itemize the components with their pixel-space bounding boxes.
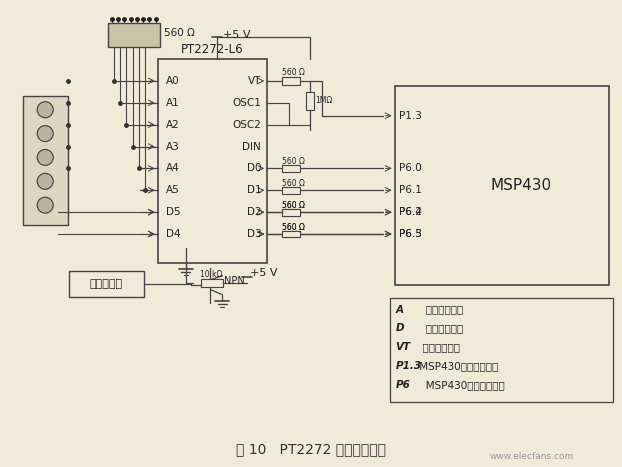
Text: 地址控制管脚: 地址控制管脚 [415, 304, 463, 315]
Text: www.elecfans.com: www.elecfans.com [489, 452, 573, 461]
Bar [282, 231, 300, 238]
Bar [202, 279, 223, 287]
Text: OSC2: OSC2 [233, 120, 261, 130]
Bar [282, 209, 300, 216]
Text: +5 V: +5 V [223, 30, 251, 40]
Text: VT: VT [396, 342, 411, 352]
Text: A0: A0 [165, 76, 179, 86]
Text: P6.3: P6.3 [399, 229, 422, 239]
Text: 数据输出标志: 数据输出标志 [415, 342, 460, 352]
Bar [282, 231, 300, 238]
Text: P6.4: P6.4 [399, 207, 422, 217]
Bar [282, 209, 300, 216]
Text: MSP430: MSP430 [491, 178, 552, 193]
Text: D5: D5 [165, 207, 180, 217]
Bar [108, 23, 160, 47]
Circle shape [37, 173, 53, 189]
Text: P1.3: P1.3 [399, 111, 422, 120]
Text: MSP430接收控制管脚: MSP430接收控制管脚 [415, 361, 498, 371]
Bar [69, 271, 144, 297]
Text: DIN: DIN [243, 142, 261, 151]
Text: A3: A3 [165, 142, 179, 151]
Text: A1: A1 [165, 98, 179, 108]
Text: P6.0: P6.0 [399, 163, 421, 173]
Text: 560 Ω: 560 Ω [282, 179, 305, 188]
Text: 10 kΩ: 10 kΩ [200, 270, 223, 279]
Text: 560 Ω: 560 Ω [282, 157, 305, 166]
Text: 数据输出管脚: 数据输出管脚 [415, 324, 463, 333]
Text: D4: D4 [165, 229, 180, 239]
Bar [282, 77, 300, 85]
Text: D: D [396, 324, 404, 333]
Text: NPN: NPN [225, 276, 245, 286]
Text: 560 Ω: 560 Ω [282, 201, 305, 210]
Text: A2: A2 [165, 120, 179, 130]
Text: D2: D2 [246, 207, 261, 217]
Text: +5 V: +5 V [250, 268, 278, 278]
Text: P6: P6 [396, 380, 411, 390]
Text: D0: D0 [247, 163, 261, 173]
Text: A5: A5 [165, 185, 179, 195]
Circle shape [37, 102, 53, 118]
Circle shape [37, 149, 53, 165]
Text: P6.5: P6.5 [399, 229, 422, 239]
Text: 图 10   PT2272 解码芯片电路: 图 10 PT2272 解码芯片电路 [236, 442, 386, 456]
Text: P6.2: P6.2 [399, 207, 422, 217]
Text: 560 Ω: 560 Ω [164, 28, 195, 38]
Circle shape [37, 126, 53, 142]
Bar [305, 92, 315, 110]
Text: 560 Ω: 560 Ω [282, 201, 305, 210]
Text: PT2272-L6: PT2272-L6 [181, 42, 244, 56]
Text: 560 Ω: 560 Ω [282, 223, 305, 232]
Circle shape [37, 197, 53, 213]
Text: OSC1: OSC1 [233, 98, 261, 108]
Text: A4: A4 [165, 163, 179, 173]
Text: A: A [396, 304, 404, 315]
Text: VT: VT [248, 76, 261, 86]
Text: 1MΩ: 1MΩ [315, 96, 332, 105]
Text: D3: D3 [246, 229, 261, 239]
Text: P1.3: P1.3 [396, 361, 422, 371]
Bar [394, 86, 609, 285]
Bar [23, 96, 68, 225]
Bar [158, 59, 267, 263]
Text: 560 Ω: 560 Ω [282, 69, 305, 78]
Bar [282, 165, 300, 172]
Bar [282, 187, 300, 194]
Text: P6.1: P6.1 [399, 185, 422, 195]
Text: 560 Ω: 560 Ω [282, 223, 305, 232]
Text: D1: D1 [246, 185, 261, 195]
Bar [389, 297, 613, 402]
Text: MSP430数据接收管脚: MSP430数据接收管脚 [415, 380, 504, 390]
Text: 红外接收器: 红外接收器 [90, 279, 123, 289]
